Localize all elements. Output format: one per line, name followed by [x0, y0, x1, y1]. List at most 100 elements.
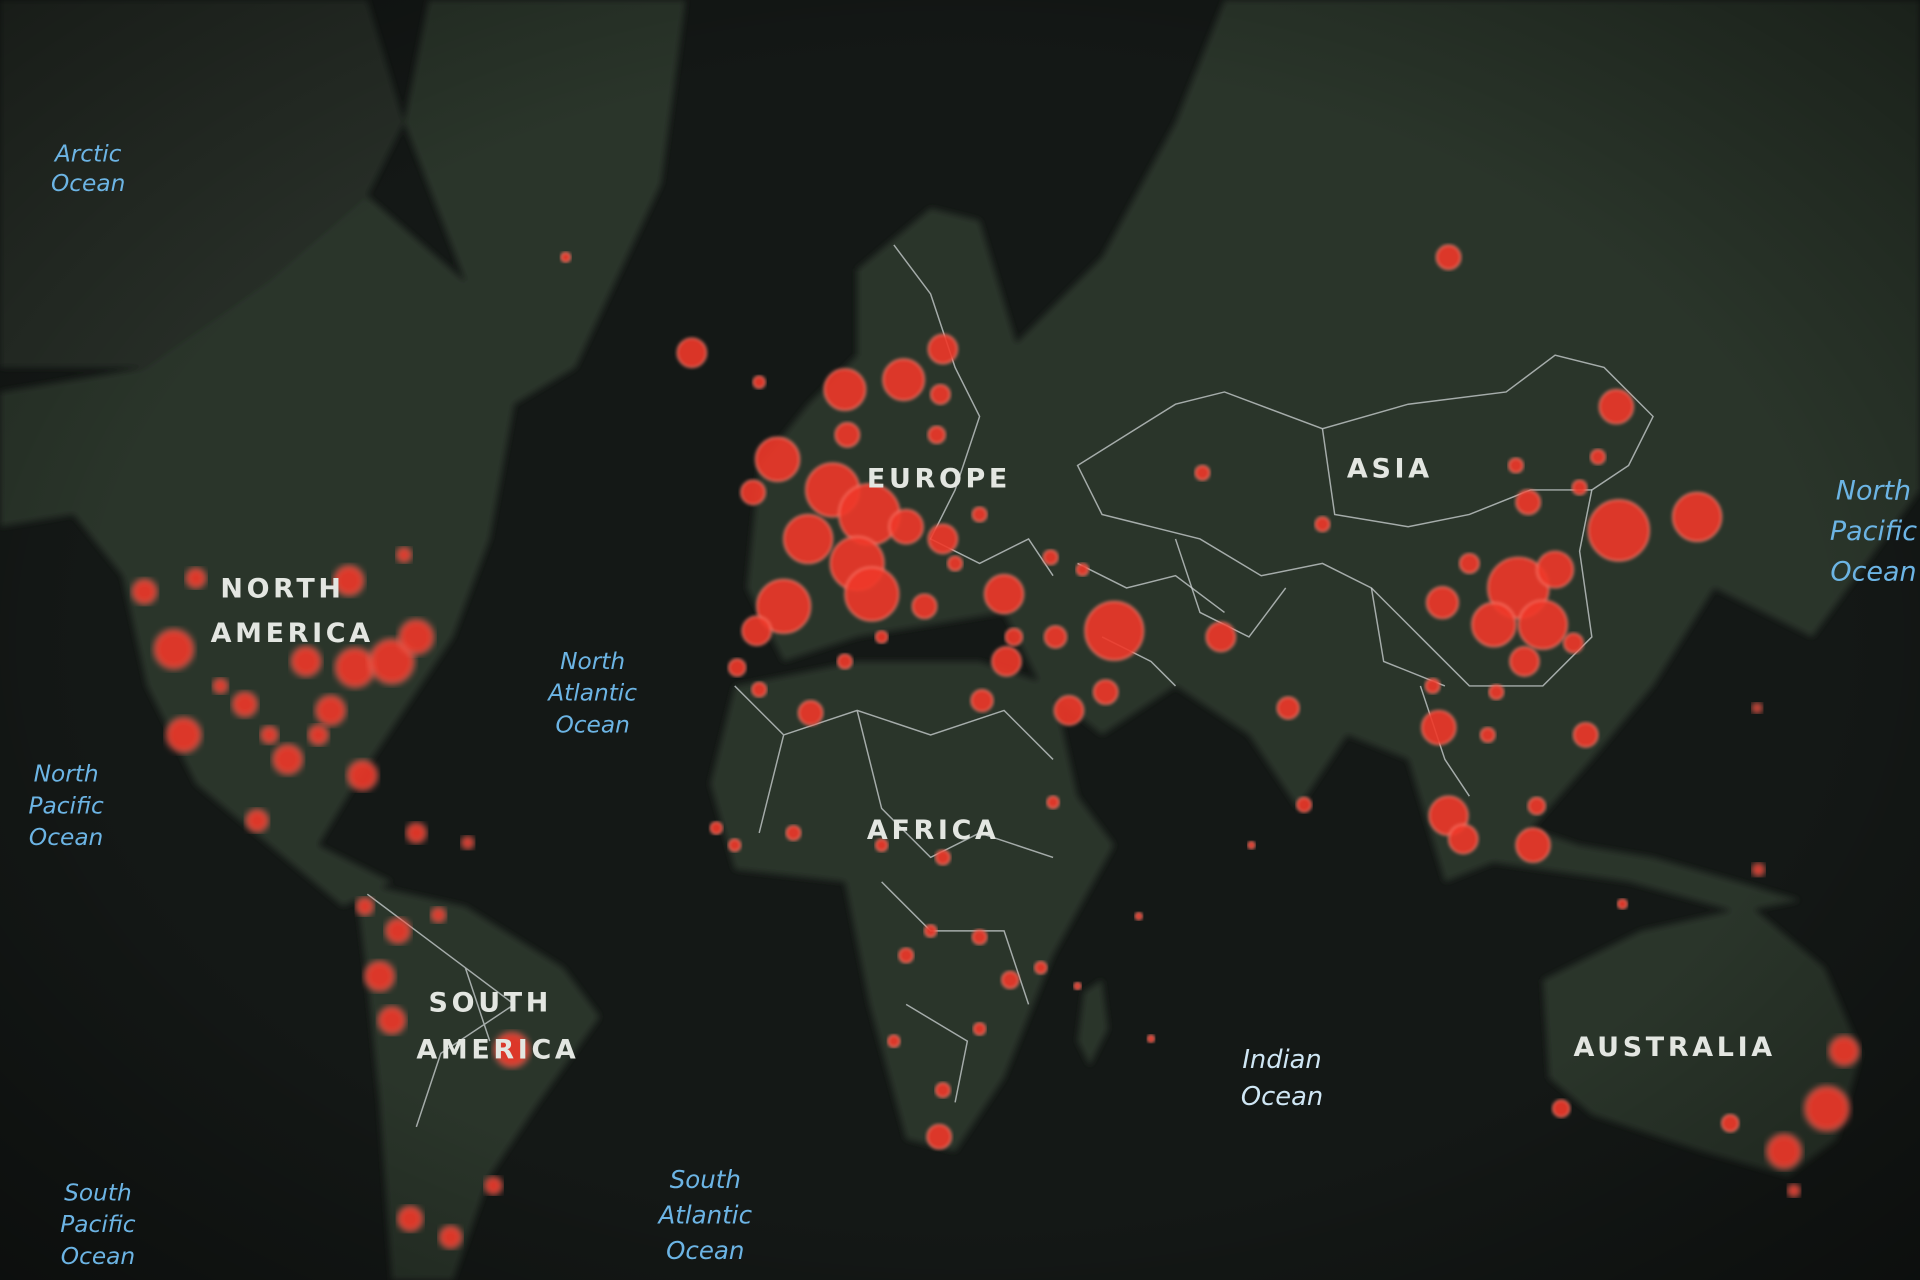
- case-marker[interactable]: [397, 1206, 423, 1232]
- case-marker[interactable]: [1421, 709, 1457, 746]
- case-marker[interactable]: [972, 1022, 987, 1036]
- case-marker[interactable]: [494, 1032, 530, 1068]
- case-marker[interactable]: [1001, 970, 1020, 989]
- case-marker[interactable]: [335, 647, 376, 688]
- case-marker[interactable]: [260, 725, 279, 744]
- case-marker[interactable]: [1587, 499, 1650, 562]
- case-marker[interactable]: [166, 717, 202, 753]
- case-marker[interactable]: [1515, 827, 1551, 863]
- case-marker[interactable]: [369, 638, 415, 684]
- case-marker[interactable]: [1751, 863, 1765, 877]
- case-marker[interactable]: [1672, 491, 1723, 542]
- case-marker[interactable]: [1552, 1099, 1571, 1118]
- case-marker[interactable]: [947, 555, 963, 572]
- case-marker[interactable]: [290, 646, 322, 677]
- case-marker[interactable]: [741, 615, 772, 647]
- case-marker[interactable]: [272, 744, 303, 775]
- case-marker[interactable]: [1426, 586, 1459, 620]
- case-marker[interactable]: [1134, 912, 1143, 921]
- case-marker[interactable]: [935, 849, 951, 866]
- case-marker[interactable]: [783, 513, 834, 564]
- case-marker[interactable]: [1194, 464, 1211, 481]
- case-marker[interactable]: [1073, 981, 1082, 991]
- case-marker[interactable]: [1590, 449, 1606, 465]
- case-marker[interactable]: [1571, 479, 1588, 496]
- case-marker[interactable]: [1598, 389, 1634, 425]
- case-marker[interactable]: [882, 358, 925, 402]
- case-marker[interactable]: [1572, 722, 1599, 748]
- case-marker[interactable]: [935, 1082, 951, 1098]
- case-marker[interactable]: [755, 436, 801, 482]
- case-marker[interactable]: [1751, 702, 1763, 714]
- case-marker[interactable]: [1092, 679, 1119, 705]
- case-marker[interactable]: [245, 809, 269, 833]
- case-marker[interactable]: [1828, 1035, 1860, 1067]
- case-marker[interactable]: [834, 422, 861, 448]
- case-marker[interactable]: [1479, 727, 1496, 743]
- case-marker[interactable]: [1459, 553, 1480, 574]
- case-marker[interactable]: [1075, 562, 1090, 577]
- case-marker[interactable]: [1721, 1114, 1740, 1133]
- case-marker[interactable]: [709, 821, 723, 835]
- case-marker[interactable]: [1424, 678, 1441, 694]
- case-marker[interactable]: [398, 619, 434, 655]
- case-marker[interactable]: [1617, 898, 1628, 910]
- case-marker[interactable]: [797, 700, 824, 726]
- case-marker[interactable]: [676, 337, 708, 368]
- case-marker[interactable]: [333, 565, 365, 596]
- case-marker[interactable]: [484, 1176, 503, 1195]
- case-marker[interactable]: [728, 658, 747, 677]
- case-marker[interactable]: [1563, 632, 1584, 654]
- case-marker[interactable]: [1804, 1085, 1850, 1132]
- case-marker[interactable]: [1042, 549, 1059, 566]
- case-marker[interactable]: [1527, 796, 1546, 816]
- case-marker[interactable]: [377, 1006, 406, 1035]
- case-marker[interactable]: [185, 567, 207, 589]
- case-marker[interactable]: [308, 724, 329, 746]
- case-marker[interactable]: [315, 695, 346, 726]
- case-marker[interactable]: [911, 593, 938, 620]
- case-marker[interactable]: [785, 825, 802, 841]
- case-marker[interactable]: [1787, 1183, 1801, 1198]
- case-marker[interactable]: [385, 918, 411, 944]
- case-marker[interactable]: [756, 578, 812, 634]
- case-marker[interactable]: [926, 1123, 952, 1150]
- case-marker[interactable]: [1004, 627, 1023, 647]
- case-marker[interactable]: [875, 630, 889, 644]
- case-marker[interactable]: [1146, 1034, 1156, 1043]
- case-marker[interactable]: [396, 547, 412, 563]
- case-marker[interactable]: [844, 566, 900, 622]
- case-marker[interactable]: [1314, 516, 1331, 533]
- case-marker[interactable]: [1247, 841, 1256, 850]
- case-marker[interactable]: [430, 907, 447, 923]
- case-marker[interactable]: [1509, 646, 1540, 677]
- case-marker[interactable]: [728, 838, 742, 852]
- case-marker[interactable]: [406, 822, 427, 844]
- case-marker[interactable]: [347, 760, 378, 791]
- case-marker[interactable]: [971, 506, 988, 523]
- case-marker[interactable]: [364, 961, 395, 992]
- case-marker[interactable]: [1044, 625, 1068, 649]
- case-marker[interactable]: [751, 681, 768, 698]
- case-marker[interactable]: [887, 1034, 901, 1048]
- case-marker[interactable]: [823, 368, 867, 411]
- case-marker[interactable]: [1296, 796, 1312, 813]
- case-marker[interactable]: [875, 838, 889, 852]
- case-marker[interactable]: [153, 629, 194, 670]
- case-marker[interactable]: [1053, 695, 1085, 726]
- case-marker[interactable]: [355, 897, 374, 916]
- case-marker[interactable]: [1766, 1133, 1802, 1170]
- case-marker[interactable]: [1508, 457, 1524, 474]
- case-marker[interactable]: [740, 479, 766, 506]
- case-marker[interactable]: [888, 509, 924, 545]
- case-marker[interactable]: [461, 836, 475, 850]
- case-marker[interactable]: [971, 929, 988, 945]
- case-marker[interactable]: [212, 678, 229, 694]
- case-marker[interactable]: [1471, 602, 1517, 648]
- case-marker[interactable]: [1034, 961, 1048, 975]
- case-marker[interactable]: [898, 947, 914, 964]
- case-marker[interactable]: [924, 924, 938, 938]
- case-marker[interactable]: [1536, 550, 1574, 589]
- case-marker[interactable]: [927, 333, 959, 365]
- case-marker[interactable]: [970, 689, 994, 713]
